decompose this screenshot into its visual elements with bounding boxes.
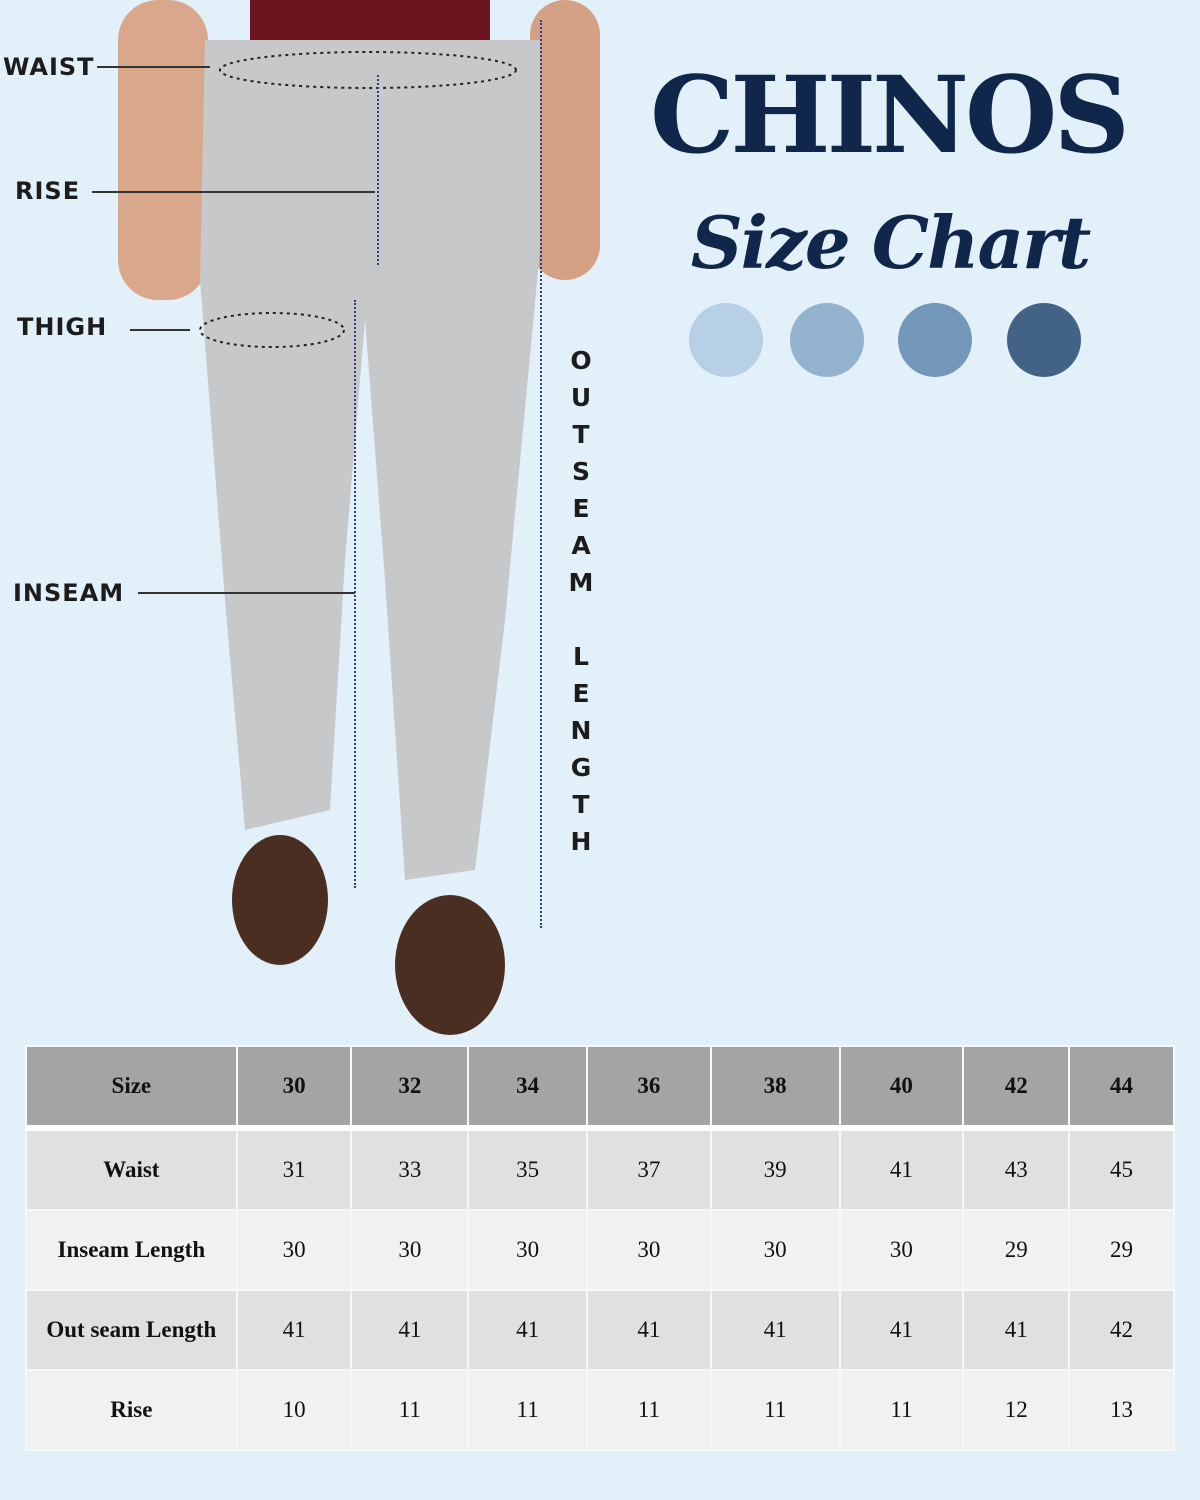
column-header: 40 [838,1045,965,1131]
outseam-letter: T [572,420,590,449]
table-cell: 29 [962,1209,1071,1291]
outseam-letter: E [572,679,590,708]
row-label: Out seam Length [25,1289,238,1371]
outseam-letter: T [572,790,590,819]
column-header: 36 [586,1045,712,1131]
table-cell: 30 [350,1209,470,1291]
table-cell: 11 [586,1369,712,1451]
shoe-left [232,835,328,965]
column-header: 44 [1068,1045,1175,1131]
table-header-row: Size 30 32 34 36 38 40 42 44 [25,1045,1175,1131]
table-cell: 30 [838,1209,965,1291]
table-cell: 45 [1068,1127,1175,1211]
inseam-pointer [138,592,355,594]
column-header: 30 [235,1045,353,1131]
page-title: CHINOS [650,52,1130,177]
waist-pointer [97,66,210,68]
column-header: 38 [709,1045,841,1131]
column-header: 42 [962,1045,1071,1131]
rise-label: RISE [15,177,81,205]
table-cell: 30 [709,1209,841,1291]
row-label: Inseam Length [25,1209,238,1291]
table-cell: 30 [235,1209,353,1291]
table-row: Waist 31 33 35 37 39 41 43 45 [25,1127,1175,1211]
outseam-letter: G [570,753,592,782]
outseam-letter: U [570,383,592,412]
thigh-label: THIGH [17,313,108,341]
table-cell: 11 [467,1369,589,1451]
color-swatch-4 [1007,303,1081,377]
table-cell: 41 [350,1289,470,1371]
table-cell: 11 [709,1369,841,1451]
outseam-letter: S [571,457,590,486]
rise-line [377,75,379,265]
page-subtitle: Size Chart [690,200,1092,285]
waist-measure-ellipse [219,51,517,89]
table-cell: 33 [350,1127,470,1211]
inseam-label: INSEAM [13,579,125,607]
table-cell: 10 [235,1369,353,1451]
outseam-letter: H [570,827,592,856]
table-cell: 29 [1068,1209,1175,1291]
table-cell: 43 [962,1127,1071,1211]
thigh-measure-ellipse [199,312,345,348]
inseam-line [354,300,356,888]
column-header: Size [25,1045,238,1131]
table-cell: 30 [467,1209,589,1291]
table-cell: 35 [467,1127,589,1211]
thigh-pointer [130,329,190,331]
outseam-letter: O [570,346,592,375]
size-table: Size 30 32 34 36 38 40 42 44 Waist 31 33 35 37 39 41 43 4… [25,1045,1175,1451]
row-label: Waist [25,1127,238,1211]
outseam-letter: E [572,494,590,523]
table-cell: 13 [1068,1369,1175,1451]
color-swatch-3 [898,303,972,377]
outseam-letter: M [568,568,594,597]
arm-left [118,0,208,300]
column-header: 34 [467,1045,589,1131]
arm-right [530,0,600,280]
table-cell: 30 [586,1209,712,1291]
table-cell: 41 [838,1289,965,1371]
table-row: Out seam Length 41 41 41 41 41 41 41 42 [25,1289,1175,1371]
table-cell: 41 [962,1289,1071,1371]
table-cell: 11 [350,1369,470,1451]
color-swatch-1 [689,303,763,377]
shoe-right [395,895,505,1035]
table-cell: 41 [235,1289,353,1371]
color-swatch-2 [790,303,864,377]
outseam-line [540,20,542,928]
waist-label: WAIST [3,53,95,81]
table-cell: 12 [962,1369,1071,1451]
table-cell: 41 [467,1289,589,1371]
table-row: Rise 10 11 11 11 11 11 12 13 [25,1369,1175,1451]
table-cell: 11 [838,1369,965,1451]
outseam-letter: A [571,531,591,560]
table-cell: 41 [709,1289,841,1371]
row-label: Rise [25,1369,238,1451]
table-cell: 41 [838,1127,965,1211]
outseam-letter: L [573,642,589,671]
table-cell: 41 [586,1289,712,1371]
table-cell: 31 [235,1127,353,1211]
outseam-letter: N [570,716,592,745]
pants [200,40,540,880]
spacer [566,601,596,638]
table-row: Inseam Length 30 30 30 30 30 30 29 29 [25,1209,1175,1291]
model-pants-image [118,0,600,1035]
table-cell: 39 [709,1127,841,1211]
table-cell: 37 [586,1127,712,1211]
column-header: 32 [350,1045,470,1131]
table-cell: 42 [1068,1289,1175,1371]
rise-pointer [92,191,375,193]
